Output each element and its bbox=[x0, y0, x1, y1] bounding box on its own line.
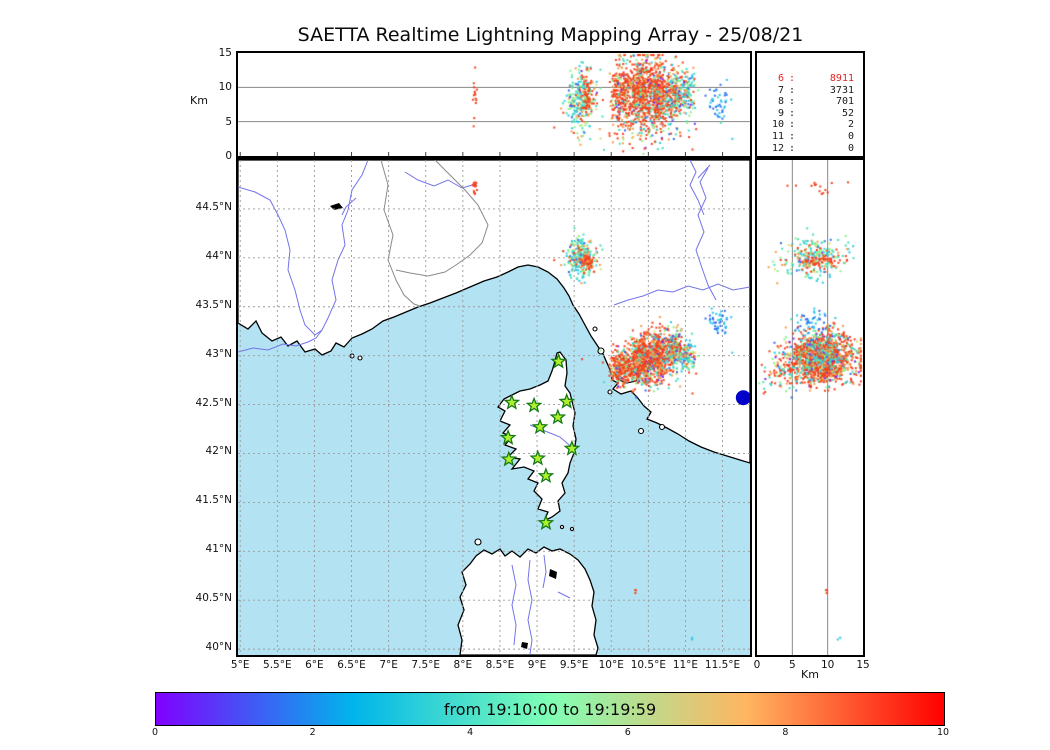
altitude-latitude-panel bbox=[755, 158, 865, 657]
colorbar-label: from 19:10:00 to 19:19:59 bbox=[443, 699, 657, 719]
altitude-level: 12 bbox=[771, 142, 784, 154]
source-count: 52 bbox=[841, 107, 854, 119]
lat-tick: 41°N bbox=[205, 543, 232, 556]
lon-tick: 7°E bbox=[379, 659, 398, 671]
altitude-level: 11 bbox=[771, 130, 784, 142]
lat-tick: 43.5°N bbox=[195, 298, 232, 311]
source-count: 8911 bbox=[829, 73, 854, 84]
altitude-level: 8 bbox=[777, 96, 784, 108]
lon-tick: 5°E bbox=[230, 659, 250, 671]
lat-tick: 42°N bbox=[205, 445, 232, 458]
altitude-level: 6 bbox=[777, 73, 784, 84]
km-tick: 5 bbox=[225, 115, 232, 128]
altitude-axis-label-left: Km bbox=[190, 94, 208, 107]
colorbar-tick: 10 bbox=[936, 727, 950, 738]
lon-tick: 6°E bbox=[305, 659, 324, 671]
lat-tick: 40°N bbox=[205, 641, 232, 654]
lat-tick: 44°N bbox=[205, 249, 232, 262]
source-count-legend: 6:8911 7:3731 8:701 9:52 10:2 11:0 12:0 bbox=[755, 51, 865, 158]
source-count: 0 bbox=[847, 130, 854, 142]
map-scatter bbox=[238, 160, 750, 655]
lon-tick: 10.5°E bbox=[630, 659, 666, 671]
source-count-row: 6:8911 bbox=[757, 73, 863, 85]
colorbar-tick: 4 bbox=[467, 727, 474, 738]
lon-tick: 11.5°E bbox=[704, 659, 741, 671]
lon-tick: 5.5°E bbox=[263, 659, 292, 671]
source-count-rows: 6:8911 7:3731 8:701 9:52 10:2 11:0 12:0 bbox=[757, 73, 863, 154]
source-count-row: 10:2 bbox=[757, 119, 863, 131]
lon-tick: 8°E bbox=[453, 659, 473, 671]
km-tick: 5 bbox=[788, 659, 796, 671]
lon-tick: 6.5°E bbox=[337, 659, 366, 671]
source-count: 0 bbox=[847, 142, 854, 154]
colorbar-tick: 2 bbox=[309, 727, 316, 738]
colorbar-tick: 8 bbox=[782, 727, 789, 738]
source-count: 701 bbox=[835, 96, 854, 108]
altitude-level: 9 bbox=[777, 107, 784, 119]
colorbar-tick: 6 bbox=[624, 727, 631, 738]
lon-tick: 8.5°E bbox=[485, 659, 515, 671]
km-tick: 10 bbox=[820, 659, 835, 671]
source-count-row: 9:52 bbox=[757, 108, 863, 120]
map-panel bbox=[236, 158, 752, 657]
lat-tick: 41.5°N bbox=[195, 494, 232, 507]
altitude-level: 10 bbox=[771, 119, 784, 131]
lat-tick: 43°N bbox=[205, 347, 232, 360]
km-tick: 15 bbox=[856, 659, 870, 671]
lon-tick: 9°E bbox=[527, 659, 547, 671]
source-count-row: 11:0 bbox=[757, 131, 863, 143]
km-tick: 0 bbox=[225, 150, 232, 162]
longitude-altitude-panel bbox=[236, 51, 752, 158]
lon-tick: 7.5°E bbox=[411, 659, 441, 671]
source-count-row: 12:0 bbox=[757, 143, 863, 155]
lat-tick: 40.5°N bbox=[195, 592, 232, 605]
km-tick: 15 bbox=[218, 47, 232, 59]
lat-tick: 42.5°N bbox=[195, 396, 232, 409]
right-panel-scatter bbox=[757, 160, 863, 655]
lon-tick: 10°E bbox=[598, 659, 624, 671]
time-colorbar: from 19:10:00 to 19:19:59 bbox=[155, 692, 945, 726]
km-tick: 0 bbox=[753, 659, 761, 671]
lon-tick: 9.5°E bbox=[559, 659, 589, 671]
page-title: SAETTA Realtime Lightning Mapping Array … bbox=[297, 24, 804, 46]
top-panel-scatter bbox=[238, 53, 750, 156]
source-count: 3731 bbox=[829, 84, 854, 96]
source-count-row: 7:3731 bbox=[757, 85, 863, 97]
lat-tick: 44.5°N bbox=[195, 200, 232, 213]
colorbar-tick: 0 bbox=[151, 727, 159, 738]
lon-tick: 11°E bbox=[672, 659, 699, 671]
km-tick: 10 bbox=[218, 81, 232, 94]
altitude-level: 7 bbox=[777, 84, 784, 96]
altitude-axis-label-right: Km bbox=[801, 668, 819, 681]
source-count-row: 8:701 bbox=[757, 96, 863, 108]
source-count: 2 bbox=[847, 119, 854, 131]
